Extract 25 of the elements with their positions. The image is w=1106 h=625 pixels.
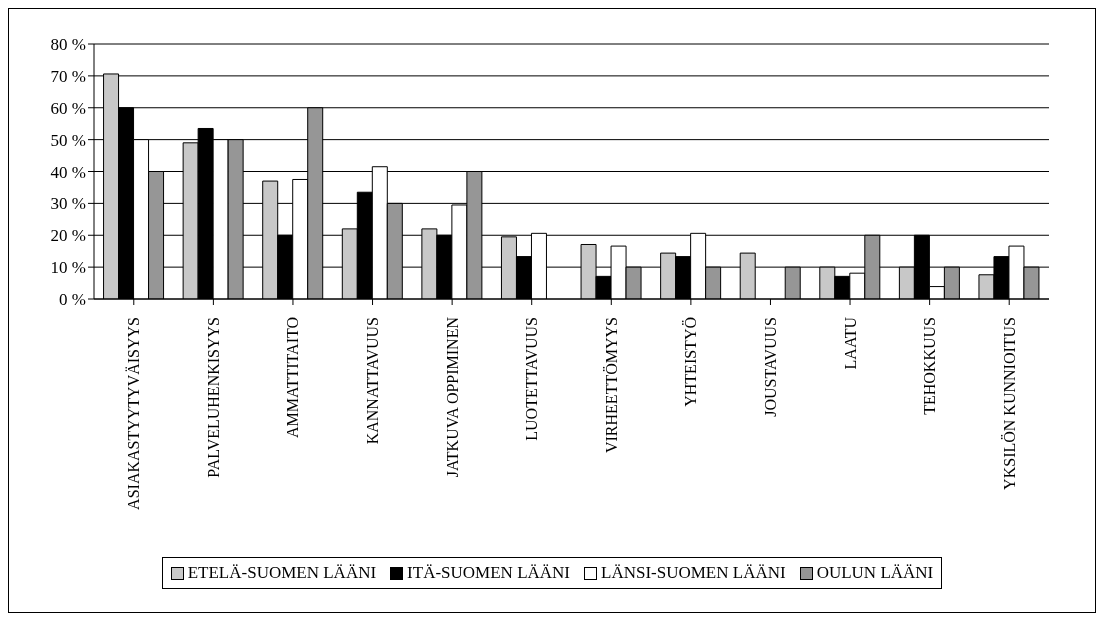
x-tick-label: KANNATTAVUUS: [364, 317, 382, 445]
x-tick-label: YKSILÖN KUNNIOITUS: [1000, 317, 1018, 490]
x-tick-label: ASIAKASTYYTYVÄISYYS: [125, 317, 143, 510]
y-tick-label: 0 %: [59, 290, 86, 310]
x-tick-label: LUOTETTAVUUS: [523, 317, 541, 441]
x-tick-label: LAATU: [841, 316, 859, 370]
y-tick-label: 20 %: [50, 226, 86, 246]
y-tick-label: 80 %: [50, 35, 86, 55]
legend-label: ETELÄ-SUOMEN LÄÄNI: [187, 563, 377, 583]
y-tick-label: 60 %: [50, 98, 86, 118]
y-tick-label: 50 %: [50, 130, 86, 150]
x-tick-label: PALVELUHENKISYYS: [204, 317, 222, 478]
legend-label: LÄNSI-SUOMEN LÄÄNI: [601, 563, 786, 583]
x-tick-label: YHTEISTYÖ: [682, 317, 700, 407]
x-tick-label: VIRHEETTÖMYYS: [602, 317, 620, 453]
x-tick-label: AMMATTITAITO: [284, 317, 302, 439]
x-tick-label: JOUSTAVUUS: [761, 317, 779, 417]
y-tick-label: 40 %: [50, 162, 86, 182]
legend-label: ITÄ-SUOMEN LÄÄNI: [407, 563, 571, 583]
y-tick-label: 70 %: [50, 66, 86, 86]
y-tick-label: 30 %: [50, 194, 86, 214]
x-tick-label: TEHOKKUUS: [921, 317, 939, 415]
legend-label: OULUN LÄÄNI: [816, 563, 934, 583]
x-tick-label: JATKUVA OPPIMINEN: [443, 316, 461, 478]
y-tick-label: 10 %: [50, 258, 86, 278]
